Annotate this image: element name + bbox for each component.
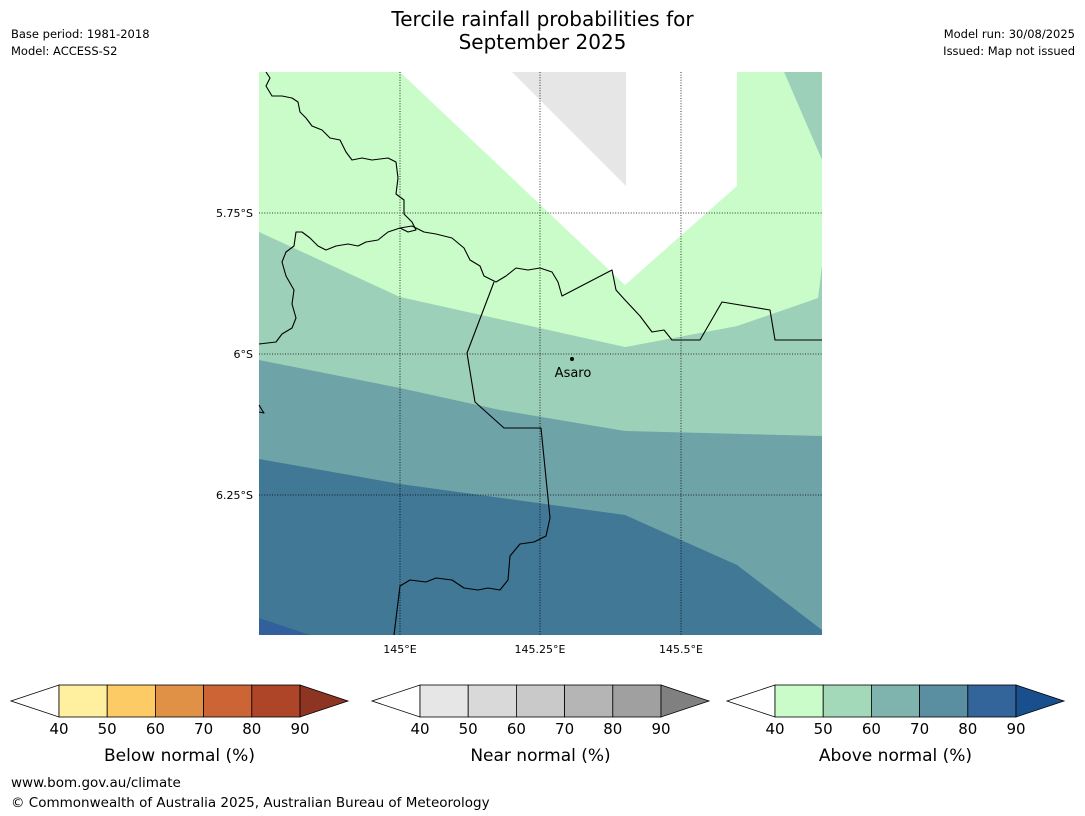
legend-above-high-extension bbox=[1015, 684, 1066, 718]
map-plot bbox=[259, 72, 822, 635]
legend-below-tick-label: 90 bbox=[290, 720, 309, 738]
legend-above-swatch bbox=[822, 684, 872, 718]
legend-above-tick-label: 80 bbox=[958, 720, 977, 738]
near-normal-40-zone bbox=[512, 72, 626, 186]
legend-near-low-extension bbox=[370, 684, 421, 718]
legend-near-tick-label: 80 bbox=[603, 720, 622, 738]
legend-near-high-extension bbox=[660, 684, 711, 718]
legend-below-tick-label: 60 bbox=[146, 720, 165, 738]
legend-above-tick-label: 90 bbox=[1006, 720, 1025, 738]
legend-near: 40 50 60 70 80 90 Near normal (%) bbox=[370, 684, 711, 766]
legend-below-high-extension bbox=[299, 684, 350, 718]
legend-above-low-extension bbox=[725, 684, 776, 718]
map-area: Asaro 5.75°S 6°S 6.25°S 145°E 145.25°E 1… bbox=[216, 71, 822, 656]
asaro-marker bbox=[570, 357, 574, 361]
boundary-west bbox=[258, 71, 417, 345]
lat-label-6: 6°S bbox=[234, 348, 253, 361]
legend-below-swatch bbox=[106, 684, 156, 718]
legend-below-tick-label: 70 bbox=[194, 720, 213, 738]
legend-near-swatch bbox=[612, 684, 662, 718]
legend-above-tick-label: 60 bbox=[862, 720, 881, 738]
legend-below-tick-label: 50 bbox=[98, 720, 117, 738]
footer: www.bom.gov.au/climate © Commonwealth of… bbox=[11, 774, 490, 813]
legend-below-low-extension bbox=[9, 684, 60, 718]
legend-near-swatch bbox=[516, 684, 566, 718]
legend-below-title: Below normal (%) bbox=[104, 746, 255, 766]
lat-labels: 5.75°S 6°S 6.25°S bbox=[216, 207, 253, 502]
legend-below-tick-label: 80 bbox=[242, 720, 261, 738]
legend-below-swatch bbox=[58, 684, 108, 718]
province-boundaries bbox=[258, 71, 822, 636]
legend-above-swatch bbox=[919, 684, 969, 718]
legend-near-title: Near normal (%) bbox=[470, 746, 610, 766]
meta-right: Model run: 30/08/2025 Issued: Map not is… bbox=[943, 26, 1075, 60]
asaro-label: Asaro bbox=[555, 366, 592, 381]
lat-label-575: 5.75°S bbox=[216, 207, 253, 220]
legend-above-tick-label: 50 bbox=[814, 720, 833, 738]
map-title-line2: September 2025 bbox=[458, 30, 627, 54]
lon-label-14525: 145.25°E bbox=[515, 643, 566, 656]
legend-above-swatch bbox=[967, 684, 1017, 718]
legend-above-swatch bbox=[774, 684, 824, 718]
map-title-line1: Tercile rainfall probabilities for bbox=[391, 7, 694, 31]
boundary-north bbox=[399, 225, 822, 341]
map-title: Tercile rainfall probabilities for Septe… bbox=[0, 8, 1085, 54]
map-svg: Asaro 5.75°S 6°S 6.25°S 145°E 145.25°E 1… bbox=[216, 71, 822, 656]
legend-area: 40 50 60 70 80 90 Below normal (%) 40 50 60 70 80 90… bbox=[9, 684, 1066, 766]
legend-above-tick-label: 70 bbox=[910, 720, 929, 738]
legend-below-swatch bbox=[251, 684, 301, 718]
legend-near-tick-label: 70 bbox=[555, 720, 574, 738]
lon-labels: 145°E 145.25°E 145.5°E bbox=[383, 643, 703, 656]
model-text: Model: ACCESS-S2 bbox=[11, 44, 118, 58]
legend-above-title: Above normal (%) bbox=[819, 746, 972, 766]
model-run-text: Model run: 30/08/2025 bbox=[943, 27, 1075, 41]
base-period-text: Base period: 1981-2018 bbox=[11, 27, 150, 41]
legend-below-swatch bbox=[203, 684, 253, 718]
above-normal-80-zone bbox=[259, 618, 310, 635]
legend-above-tick-label: 40 bbox=[765, 720, 784, 738]
graticule bbox=[259, 72, 822, 635]
legend-near-swatch bbox=[419, 684, 469, 718]
legend-near-tick-label: 60 bbox=[507, 720, 526, 738]
legend-near-tick-label: 40 bbox=[410, 720, 429, 738]
legend-above-swatch bbox=[871, 684, 921, 718]
legend-near-swatch bbox=[467, 684, 517, 718]
legend-below-swatch bbox=[154, 684, 204, 718]
legend-near-tick-label: 50 bbox=[459, 720, 478, 738]
above-normal-40-right bbox=[625, 72, 822, 347]
issued-text: Issued: Map not issued bbox=[943, 44, 1075, 58]
lon-label-145: 145°E bbox=[383, 643, 416, 656]
footer-url: www.bom.gov.au/climate bbox=[11, 775, 181, 791]
boundary-edge bbox=[258, 404, 265, 414]
legend-below: 40 50 60 70 80 90 Below normal (%) bbox=[9, 684, 350, 766]
footer-copyright: © Commonwealth of Australia 2025, Austra… bbox=[11, 794, 490, 811]
legend-above: 40 50 60 70 80 90 Above normal (%) bbox=[725, 684, 1066, 766]
legend-near-tick-label: 90 bbox=[651, 720, 670, 738]
lat-label-625: 6.25°S bbox=[216, 489, 253, 502]
legend-near-swatch bbox=[564, 684, 614, 718]
meta-left: Base period: 1981-2018 Model: ACCESS-S2 bbox=[11, 26, 150, 60]
legend-below-tick-label: 40 bbox=[49, 720, 68, 738]
boundary-south bbox=[393, 281, 551, 636]
lon-label-1455: 145.5°E bbox=[659, 643, 703, 656]
